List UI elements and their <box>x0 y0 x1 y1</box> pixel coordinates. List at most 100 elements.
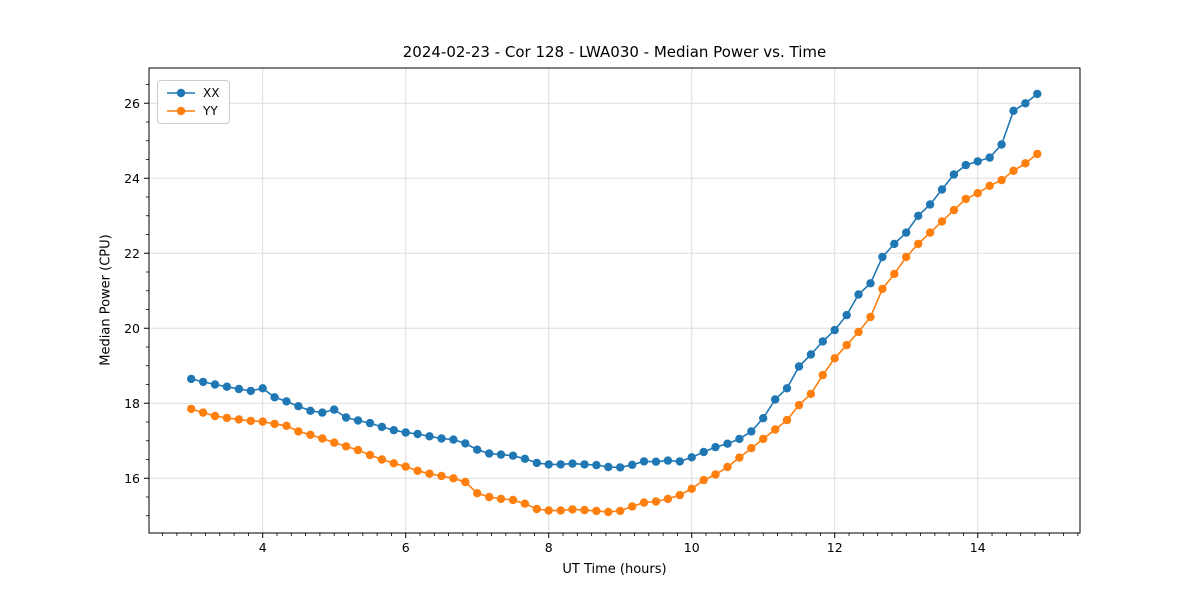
data-point-xx <box>389 426 398 435</box>
y-tick-label: 16 <box>124 471 140 486</box>
data-point-yy <box>425 469 434 478</box>
data-point-xx <box>592 460 601 470</box>
data-point-yy <box>616 506 625 516</box>
data-point-xx <box>914 211 923 220</box>
legend-label-xx: XX <box>203 86 220 100</box>
data-point-xx <box>628 460 637 469</box>
data-point-xx <box>485 449 494 458</box>
data-point-xx <box>759 414 768 423</box>
data-point-xx <box>1033 89 1042 99</box>
data-point-xx <box>222 382 232 391</box>
data-point-xx <box>651 457 661 466</box>
data-point-xx <box>616 463 625 472</box>
data-point-xx <box>890 239 899 249</box>
data-point-xx <box>282 397 291 406</box>
data-point-xx <box>830 325 839 335</box>
y-tick-label: 26 <box>124 96 140 111</box>
data-point-xx <box>949 170 959 179</box>
data-point-yy <box>639 498 649 507</box>
data-point-xx <box>187 374 196 384</box>
data-point-xx <box>675 457 684 466</box>
data-point-xx <box>413 429 422 439</box>
data-point-yy <box>580 505 589 515</box>
data-point-yy <box>508 495 518 505</box>
data-point-xx <box>532 458 541 468</box>
data-point-yy <box>604 507 613 517</box>
data-point-yy <box>711 470 720 479</box>
data-point-xx <box>258 384 267 393</box>
data-point-yy <box>663 494 673 504</box>
data-point-xx <box>866 279 875 288</box>
data-point-xx <box>699 447 708 457</box>
data-point-yy <box>473 489 482 498</box>
y-tick-label: 18 <box>124 396 140 411</box>
data-point-xx <box>997 140 1006 149</box>
legend: XX YY <box>157 80 231 124</box>
data-point-xx <box>878 252 887 262</box>
data-point-yy <box>377 455 387 464</box>
data-point-xx <box>449 435 458 444</box>
data-point-xx <box>520 454 530 463</box>
data-point-xx <box>377 422 387 432</box>
data-point-yy <box>496 494 506 504</box>
data-point-xx <box>687 453 696 462</box>
data-point-yy <box>449 474 458 483</box>
data-point-xx <box>330 405 339 414</box>
data-point-yy <box>437 471 446 481</box>
x-tick-label: 6 <box>402 540 410 555</box>
data-point-xx <box>568 459 577 468</box>
data-point-yy <box>341 442 351 451</box>
data-point-xx <box>580 460 589 469</box>
data-point-yy <box>949 205 959 215</box>
data-point-xx <box>365 418 375 428</box>
data-point-yy <box>628 502 637 511</box>
x-tick-label: 4 <box>259 540 267 555</box>
data-point-xx <box>842 310 851 320</box>
data-point-yy <box>365 450 375 460</box>
data-point-yy <box>258 417 267 426</box>
y-tick-label: 20 <box>124 321 140 336</box>
data-point-yy <box>651 497 661 506</box>
data-point-yy <box>270 419 279 429</box>
data-point-xx <box>473 445 482 454</box>
data-point-yy <box>687 484 696 493</box>
data-point-yy <box>747 444 756 453</box>
data-point-yy <box>556 506 565 515</box>
data-point-yy <box>520 499 530 508</box>
data-point-yy <box>198 408 208 417</box>
data-point-yy <box>878 284 887 294</box>
data-point-xx <box>306 406 315 415</box>
data-point-yy <box>985 181 994 190</box>
data-point-yy <box>925 228 935 237</box>
x-axis-label: UT Time (hours) <box>562 562 667 577</box>
data-point-xx <box>341 413 351 422</box>
x-tick-label: 12 <box>827 540 843 555</box>
data-point-yy <box>568 505 577 514</box>
data-point-xx <box>508 451 518 460</box>
data-point-yy <box>282 421 291 430</box>
data-point-xx <box>1009 106 1018 116</box>
data-point-yy <box>914 239 923 249</box>
data-point-xx <box>771 395 780 404</box>
data-point-xx <box>544 460 553 469</box>
data-point-yy <box>234 415 244 424</box>
y-axis-label: Median Power (CPU) <box>98 234 114 366</box>
data-point-yy <box>353 445 363 455</box>
data-point-yy <box>1033 149 1042 159</box>
data-point-xx <box>735 434 744 444</box>
data-point-yy <box>794 400 804 410</box>
data-point-xx <box>401 428 410 437</box>
data-point-yy <box>961 194 970 204</box>
data-point-xx <box>437 434 446 443</box>
data-point-yy <box>544 506 553 515</box>
data-point-xx <box>794 362 804 371</box>
data-point-xx <box>663 456 673 465</box>
x-tick-label: 10 <box>684 540 700 555</box>
data-point-xx <box>604 462 613 472</box>
data-point-yy <box>246 416 255 426</box>
data-point-xx <box>961 160 970 170</box>
data-point-xx <box>353 416 363 425</box>
data-point-xx <box>210 380 220 389</box>
data-point-xx <box>723 439 732 448</box>
